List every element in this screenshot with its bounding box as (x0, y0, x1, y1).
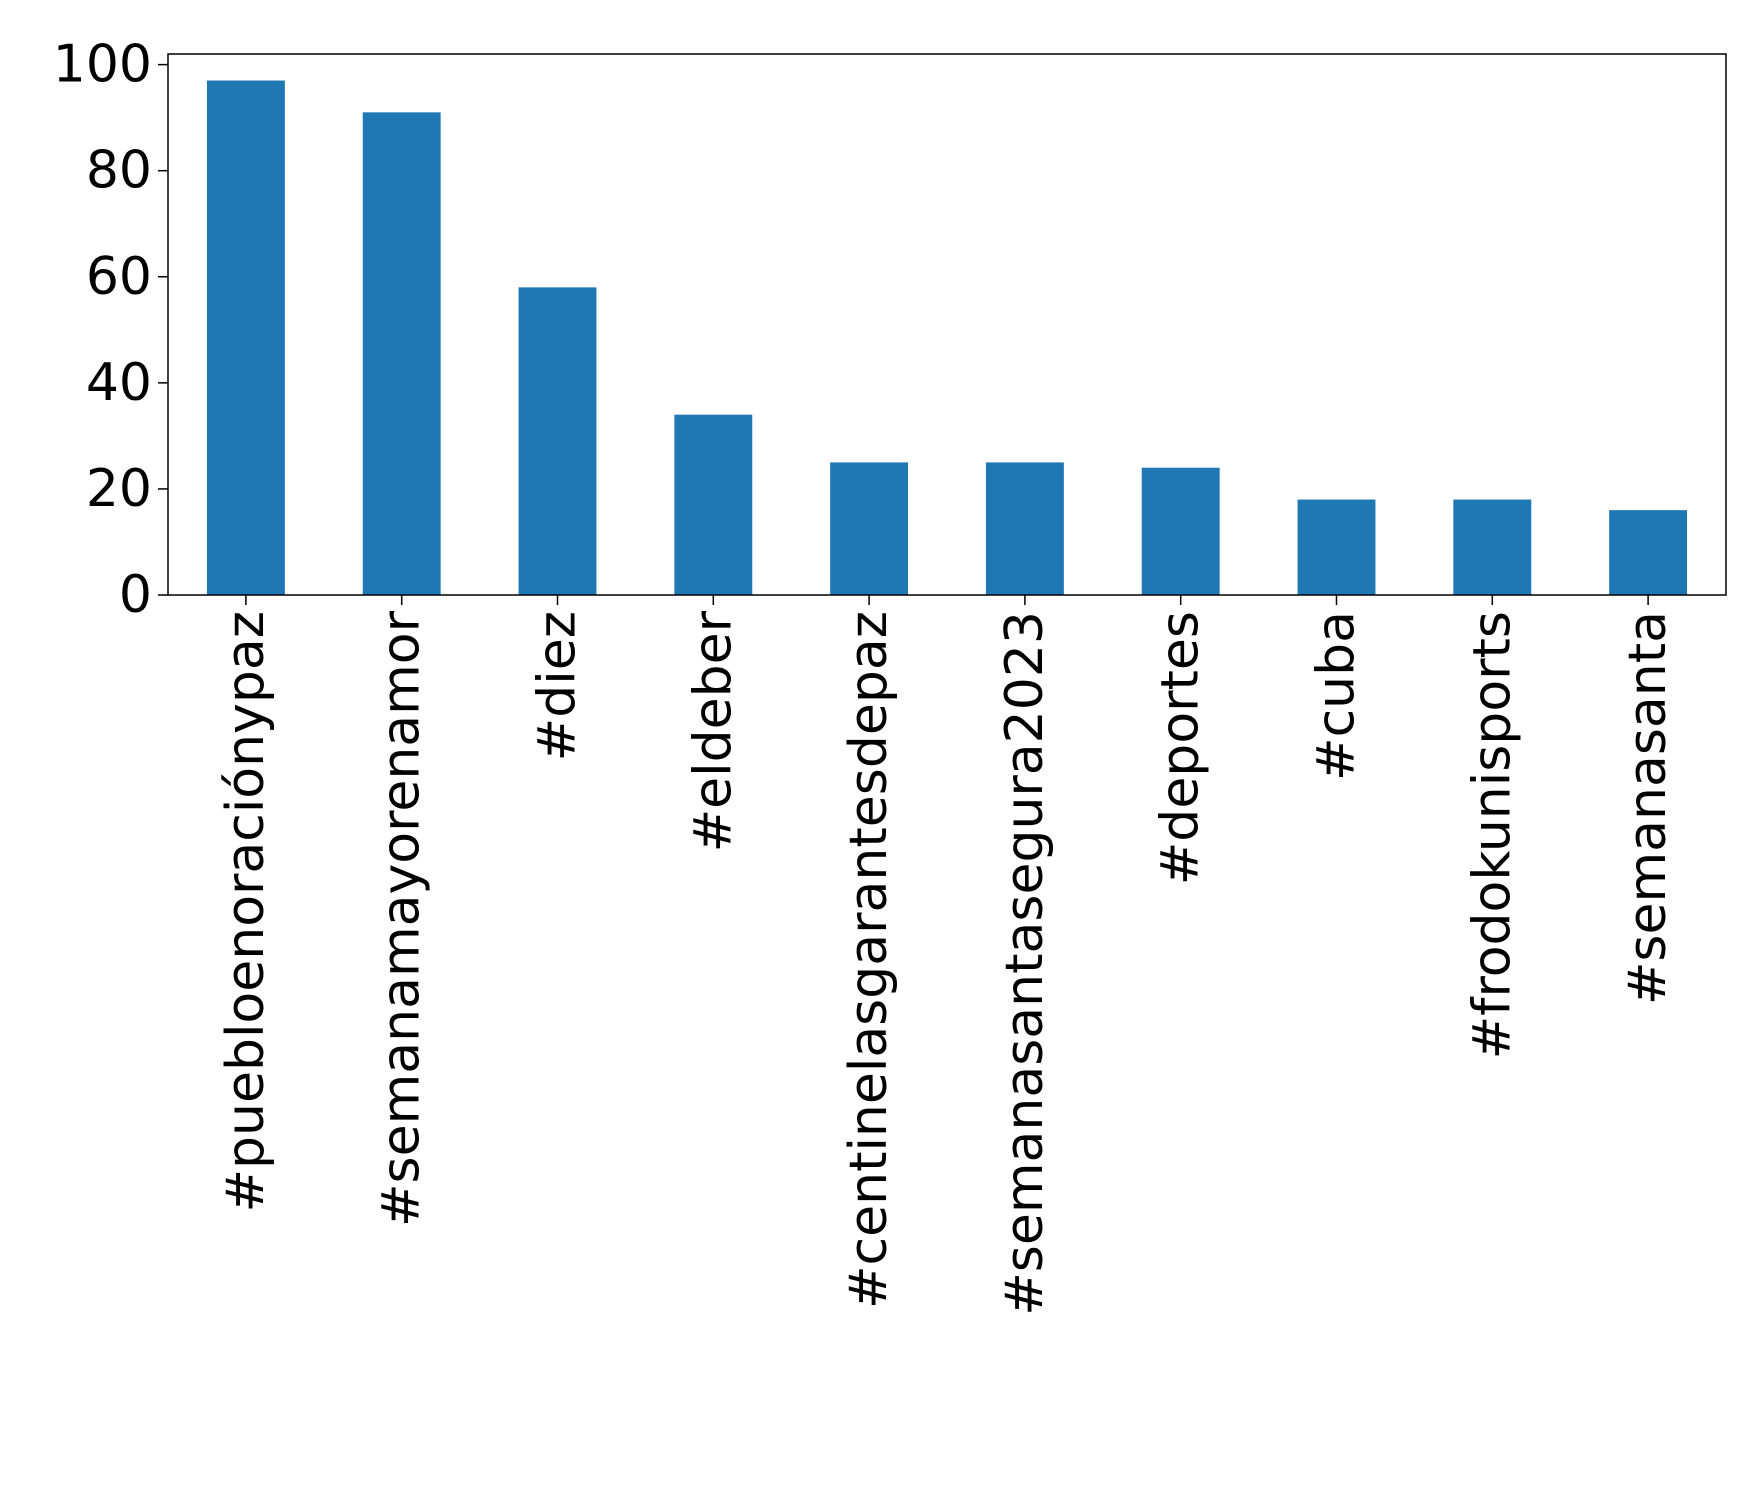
x-tick-label-2: #diez (528, 611, 588, 761)
bar-5 (985, 462, 1064, 595)
x-tick-label-5: #semanasantasegura2023 (995, 611, 1055, 1316)
y-axis: 0 20 40 60 80 100 (53, 35, 168, 625)
bar-7 (1297, 499, 1376, 595)
bar-0 (206, 80, 285, 596)
y-tick-label-2: 40 (86, 353, 152, 413)
y-tick-label-1: 20 (86, 459, 152, 519)
bar-3 (674, 414, 753, 595)
y-tick-label-5: 100 (53, 35, 152, 95)
x-axis: #puebloenoraciónypaz #semanamayorenamor #d… (216, 595, 1678, 1316)
x-tick-label-1: #semanamayorenamor (372, 610, 432, 1227)
y-tick-label-3: 60 (86, 247, 152, 307)
x-tick-label-8: #frodokunisports (1462, 611, 1522, 1059)
bar-4 (830, 462, 909, 595)
bar-6 (1141, 467, 1220, 595)
x-tick-label-0: #puebloenoraciónypaz (216, 611, 276, 1213)
plot-frame (167, 53, 1727, 596)
x-tick-label-9: #semanasanta (1618, 611, 1678, 1005)
bars-layer (206, 80, 1688, 596)
bar-2 (518, 287, 597, 595)
x-tick-label-6: #deportes (1151, 611, 1211, 885)
x-tick-label-4: #centinelasgarantesdepaz (839, 611, 899, 1309)
bar-8 (1453, 499, 1532, 595)
y-tick-label-4: 80 (86, 141, 152, 201)
y-tick-label-0: 0 (119, 565, 152, 625)
x-tick-label-7: #cuba (1307, 611, 1367, 781)
x-tick-label-3: #eldeber (683, 610, 743, 852)
bar-9 (1609, 510, 1688, 595)
bar-1 (362, 112, 441, 595)
